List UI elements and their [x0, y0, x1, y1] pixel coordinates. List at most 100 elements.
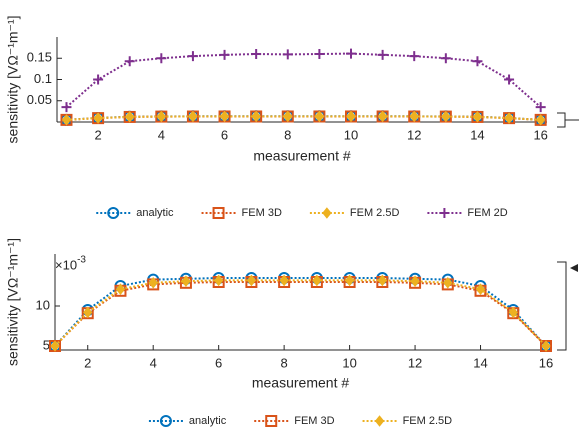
- marker: [322, 207, 332, 219]
- marker: [410, 275, 420, 288]
- legend-item: analytic: [148, 415, 227, 427]
- legend-item: FEM 2.5D: [309, 207, 400, 219]
- marker: [115, 283, 126, 296]
- x-tick-label: 14: [470, 127, 484, 142]
- marker: [344, 274, 355, 287]
- series-line: [54, 281, 547, 347]
- legend-label: analytic: [136, 207, 174, 219]
- x-tick-label: 12: [407, 127, 421, 142]
- marker: [535, 102, 546, 113]
- marker: [214, 274, 224, 287]
- y-scale-base: ×10: [55, 257, 77, 272]
- marker: [472, 111, 483, 123]
- y-tick-label: 0.05: [27, 92, 52, 107]
- marker: [265, 415, 278, 427]
- y-tick-label: 10: [36, 297, 50, 312]
- marker: [377, 274, 387, 287]
- legend-label: FEM 2D: [467, 207, 507, 219]
- marker: [409, 51, 420, 62]
- marker: [312, 274, 322, 287]
- x-tick-label: 16: [539, 355, 553, 370]
- marker: [346, 110, 356, 123]
- marker: [159, 415, 172, 427]
- legend-item: analytic: [96, 207, 174, 219]
- x-tick-label: 2: [94, 127, 101, 142]
- series-line: [66, 115, 541, 121]
- marker: [377, 49, 388, 60]
- arrow: [570, 264, 578, 272]
- y-scale-exponent: -3: [77, 255, 86, 266]
- marker: [314, 49, 325, 59]
- marker: [156, 53, 167, 64]
- marker: [283, 110, 293, 123]
- marker: [93, 112, 103, 124]
- x-tick-label: 16: [533, 127, 547, 142]
- marker: [148, 276, 158, 289]
- legend-label: FEM 3D: [294, 415, 334, 427]
- legend-label: FEM 2.5D: [403, 415, 453, 427]
- series-line: [65, 52, 542, 108]
- y-tick-label: 0.15: [27, 50, 52, 65]
- marker: [409, 110, 419, 123]
- marker: [125, 111, 135, 123]
- marker: [508, 306, 518, 319]
- x-tick-label: 4: [158, 127, 165, 142]
- marker: [443, 276, 453, 289]
- marker: [504, 112, 514, 124]
- marker: [181, 275, 191, 288]
- x-tick-label: 4: [150, 355, 157, 370]
- marker: [156, 110, 166, 123]
- marker: [107, 207, 120, 219]
- legend-item: FEM 3D: [201, 207, 282, 219]
- marker: [439, 208, 450, 218]
- marker: [246, 274, 257, 287]
- marker: [83, 306, 93, 319]
- x-tick-label: 6: [215, 355, 222, 370]
- legend-label: FEM 2.5D: [350, 207, 400, 219]
- marker: [377, 110, 388, 123]
- marker: [314, 110, 325, 123]
- legend-item: FEM 2D: [427, 207, 508, 219]
- marker: [219, 49, 230, 60]
- marker: [93, 74, 104, 85]
- marker: [212, 207, 225, 219]
- marker: [188, 110, 198, 123]
- bracket: [557, 112, 579, 128]
- x-tick-label: 6: [221, 127, 228, 142]
- legend-item: FEM 3D: [254, 415, 335, 427]
- x-axis-label: measurement #: [252, 375, 349, 391]
- marker: [441, 110, 451, 123]
- y-tick-label: 5: [43, 337, 50, 352]
- marker: [504, 74, 515, 85]
- marker: [50, 340, 60, 352]
- series-line: [54, 277, 547, 347]
- marker: [440, 53, 451, 64]
- marker: [61, 114, 72, 126]
- legend-label: FEM 3D: [242, 207, 282, 219]
- x-tick-label: 12: [408, 355, 422, 370]
- marker: [374, 415, 385, 427]
- x-axis-label: measurement #: [253, 148, 350, 164]
- marker: [475, 283, 486, 296]
- marker: [472, 56, 483, 67]
- marker: [251, 49, 262, 59]
- x-tick-label: 2: [84, 355, 91, 370]
- marker: [282, 49, 293, 60]
- marker: [124, 56, 135, 67]
- bracket: [557, 261, 567, 351]
- marker: [536, 114, 546, 126]
- x-tick-label: 10: [344, 127, 358, 142]
- legend-item: FEM 2.5D: [362, 415, 453, 427]
- marker: [187, 51, 198, 62]
- marker: [279, 274, 289, 287]
- marker: [61, 102, 72, 113]
- marker: [541, 340, 551, 352]
- x-tick-label: 8: [284, 127, 291, 142]
- legend-label: analytic: [189, 415, 227, 427]
- y-tick-label: 0.1: [34, 71, 52, 86]
- y-axis-label: sensitivity [VΩ⁻¹m⁻¹]: [5, 238, 21, 366]
- marker: [346, 48, 356, 59]
- series-line: [54, 279, 547, 347]
- marker: [251, 110, 261, 123]
